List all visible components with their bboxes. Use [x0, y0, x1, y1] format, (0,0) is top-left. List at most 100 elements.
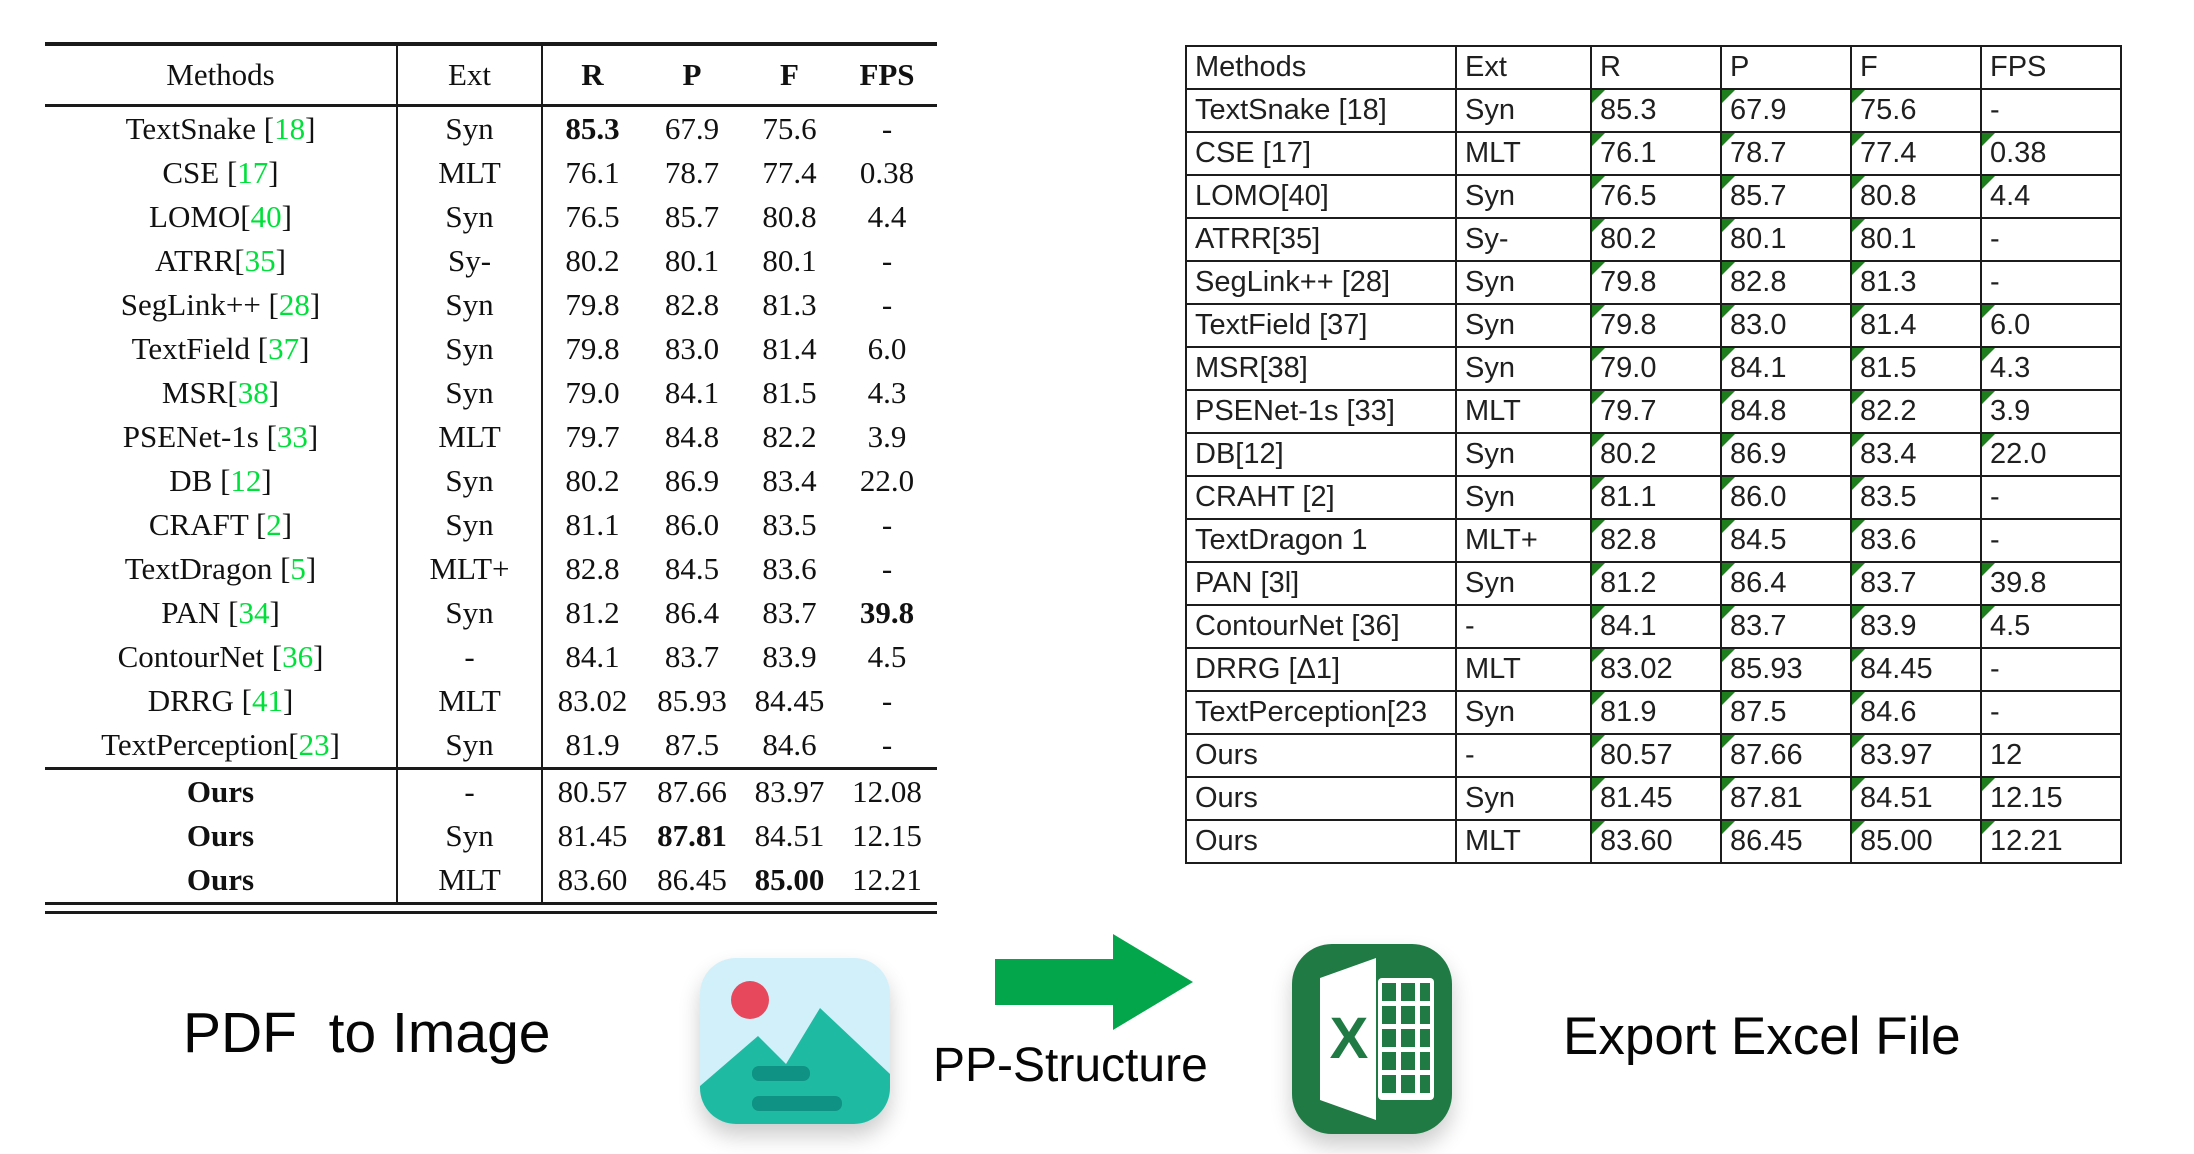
- method-name: TextSnake [: [125, 111, 275, 146]
- excel-row: MSR[38] Syn 79.0 84.1 81.5 4.3: [1185, 346, 2122, 391]
- paper-cell-value: 86.4: [664, 595, 720, 630]
- excel-cell: 39.8: [1980, 561, 2122, 606]
- excel-cell: 4.5: [1980, 604, 2122, 649]
- excel-cell: TextDragon 1: [1185, 518, 1457, 563]
- citation-number: 5: [290, 551, 306, 586]
- paper-cell-value: 84.8: [664, 419, 720, 454]
- paper-table: Methods Ext R P F FPS TextSnake [18] Syn 85.3 67…: [45, 42, 937, 905]
- paper-cell-method: MSR[38]: [45, 371, 398, 415]
- paper-cell-ext: MLT+: [397, 547, 543, 591]
- paper-cell-value: 84.51: [754, 818, 825, 853]
- method-name: PAN [: [161, 595, 239, 630]
- method-name: ]: [309, 287, 321, 322]
- paper-row: LOMO[40] Syn 76.5 85.7 80.8 4.4: [45, 195, 937, 239]
- excel-cell: 86.9: [1720, 432, 1852, 477]
- paper-cell-value: 84.45: [754, 683, 825, 718]
- excel-cell: Syn: [1455, 88, 1592, 133]
- image-icon-art: [700, 981, 890, 1124]
- paper-cell-ext: Syn: [397, 459, 543, 503]
- excel-cell: 83.02: [1590, 647, 1722, 692]
- paper-row: TextPerception[23] Syn 81.9 87.5 84.6-: [45, 723, 937, 769]
- excel-row: DRRG [Δ1] MLT 83.02 85.93 84.45-: [1185, 647, 2122, 692]
- paper-table-body: TextSnake [18] Syn 85.3 67.9 75.6- CSE [17] ML…: [45, 105, 937, 904]
- paper-cell-ext: Syn: [397, 503, 543, 547]
- paper-row: ATRR[35] Sy- 80.2 80.1 80.1-: [45, 239, 937, 283]
- excel-col-methods: Methods: [1185, 45, 1457, 90]
- paper-cell-ext: Syn: [397, 327, 543, 371]
- excel-cell: DB[12]: [1185, 432, 1457, 477]
- excel-cell: 80.2: [1590, 217, 1722, 262]
- paper-cell-value: 12.08: [837, 767, 937, 814]
- citation-number: 12: [230, 463, 262, 498]
- paper-cell-value: 84.1: [664, 375, 720, 410]
- paper-cell-ext: -: [397, 767, 543, 814]
- paper-cell-ext: Syn: [397, 591, 543, 635]
- method-name: Ours: [186, 862, 255, 897]
- excel-cell: 82.2: [1850, 389, 1982, 434]
- excel-row: PAN [3l] Syn 81.2 86.4 83.7 39.8: [1185, 561, 2122, 606]
- paper-cell-value: 0.38: [859, 155, 915, 190]
- method-name: ]: [281, 199, 292, 234]
- method-name: ]: [299, 331, 310, 366]
- paper-row: Ours -80.57 87.66 83.97 12.08: [45, 767, 937, 814]
- excel-cell: 83.9: [1850, 604, 1982, 649]
- excel-cell: 87.5: [1720, 690, 1852, 735]
- citation-number: 35: [244, 243, 276, 278]
- paper-cell-value: 83.7: [762, 595, 817, 630]
- excel-cell: 67.9: [1720, 88, 1852, 133]
- excel-cell: 76.1: [1590, 131, 1722, 176]
- excel-cell: 83.7: [1720, 604, 1852, 649]
- excel-cell: MLT: [1455, 131, 1592, 176]
- paper-cell-method: ATRR[35]: [45, 239, 398, 283]
- citation-number: 37: [268, 331, 300, 366]
- paper-cell-value: 87.81: [657, 818, 727, 853]
- excel-row: Ours Syn 81.45 87.81 84.51 12.15: [1185, 776, 2122, 821]
- excel-cell: 85.00: [1850, 819, 1982, 864]
- method-name: ]: [268, 155, 279, 190]
- paper-cell-value: 80.2: [565, 463, 620, 498]
- paper-cell-value: 85.7: [664, 199, 720, 234]
- excel-cell: 85.7: [1720, 174, 1852, 219]
- excel-cell: 86.45: [1720, 819, 1852, 864]
- paper-col-p: P: [642, 44, 742, 107]
- excel-cell: 12: [1980, 733, 2122, 778]
- excel-cell: 79.7: [1590, 389, 1722, 434]
- excel-cell: Syn: [1455, 174, 1592, 219]
- excel-cell: MLT: [1455, 819, 1592, 864]
- excel-cell: DRRG [Δ1]: [1185, 647, 1457, 692]
- paper-cell-value: 83.7: [664, 639, 720, 674]
- paper-cell-ext: -: [397, 635, 543, 679]
- excel-cell: Syn: [1455, 561, 1592, 606]
- excel-cell: -: [1980, 518, 2122, 563]
- excel-table-body: TextSnake [18] Syn 85.3 67.9 75.6- CSE [17] ML…: [1185, 88, 2122, 864]
- paper-cell-value: 80.1: [664, 243, 720, 278]
- excel-cell: TextField [37]: [1185, 303, 1457, 348]
- excel-icon: X: [1292, 944, 1452, 1134]
- method-name: TextPerception[: [101, 727, 299, 762]
- excel-x-letter: X: [1330, 1006, 1369, 1071]
- excel-cell: 84.45: [1850, 647, 1982, 692]
- excel-row: ContourNet [36] -84.1 83.7 83.9 4.5: [1185, 604, 2122, 649]
- paper-col-r: R: [542, 44, 642, 107]
- paper-cell-method: SegLink++ [28]: [45, 283, 398, 327]
- paper-cell-value: -: [881, 683, 893, 718]
- excel-cell: Ours: [1185, 819, 1457, 864]
- excel-cell: 77.4: [1850, 131, 1982, 176]
- paper-row: Ours MLT 83.60 86.45 85.00 12.21: [45, 858, 937, 904]
- method-name: Ours: [186, 818, 255, 853]
- excel-cell: Ours: [1185, 733, 1457, 778]
- excel-cell: 83.7: [1850, 561, 1982, 606]
- paper-cell-value: -: [881, 111, 893, 146]
- citation-number: 28: [278, 287, 310, 322]
- method-name: ATRR[: [155, 243, 245, 278]
- paper-cell-value: 4.3: [867, 375, 907, 410]
- excel-cell: 78.7: [1720, 131, 1852, 176]
- paper-cell-value: 85.00: [754, 862, 825, 897]
- excel-cell: PAN [3l]: [1185, 561, 1457, 606]
- paper-col-fps: FPS: [837, 44, 937, 107]
- excel-cell: 87.66: [1720, 733, 1852, 778]
- excel-cell: 3.9: [1980, 389, 2122, 434]
- excel-cell: 80.2: [1590, 432, 1722, 477]
- excel-row: LOMO[40] Syn 76.5 85.7 80.8 4.4: [1185, 174, 2122, 219]
- excel-row: TextDragon 1 MLT+ 82.8 84.5 83.6-: [1185, 518, 2122, 563]
